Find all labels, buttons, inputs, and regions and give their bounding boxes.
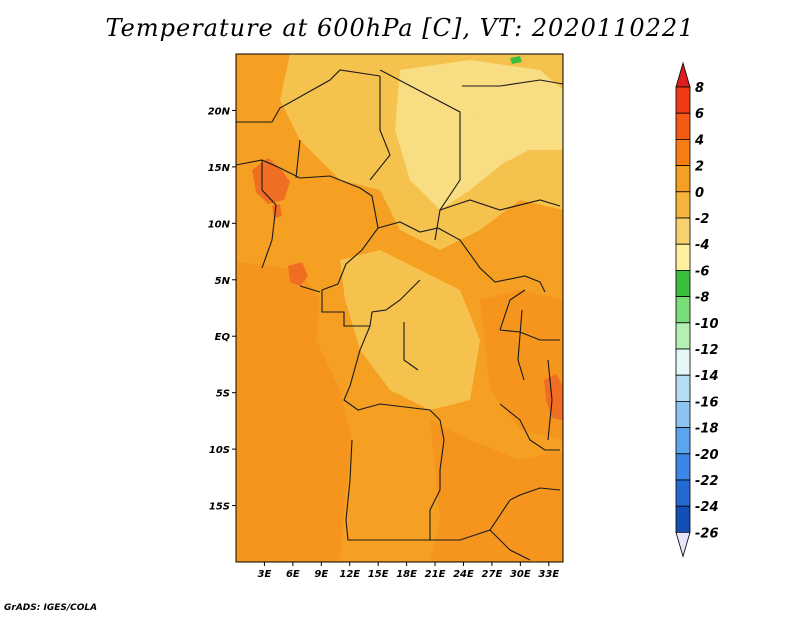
warm-region-west [236, 262, 352, 562]
x-tick-label: 24E [453, 569, 474, 580]
country-borders [236, 69, 563, 561]
colorbar: 8 6 4 2 0 -2 -4 -6 -8 -10 -12 -14 -16 -18 -20 -22 -24 -26 [675, 61, 719, 558]
hot-patch-coast [288, 262, 308, 286]
chart-title: Temperature at 600hPa [C], VT: 202011022… [105, 14, 695, 42]
x-axis: 3E 6E 9E 12E 15E 18E 21E 24E 27E 30E 33E [258, 562, 559, 580]
colorbar-label: 2 [695, 160, 704, 175]
colorbar-swatch [675, 427, 691, 455]
green-patch [510, 56, 522, 64]
x-tick-label: 18E [396, 569, 417, 580]
x-tick-label: 6E [286, 569, 300, 580]
colorbar-swatch [675, 479, 691, 507]
colorbar-swatch [675, 86, 691, 114]
hot-patch-lakes [544, 374, 563, 420]
colorbar-swatch [675, 453, 691, 481]
colorbar-label: 0 [695, 186, 704, 201]
x-tick-label: 33E [538, 569, 559, 580]
colorbar-label: -16 [695, 395, 719, 410]
colorbar-bottom-arrow [675, 532, 691, 558]
colorbar-swatch [675, 374, 691, 402]
y-tick-label: 20N [208, 106, 231, 117]
colorbar-label: 4 [694, 133, 704, 148]
border-lines [236, 69, 563, 561]
colorbar-swatch [675, 165, 691, 193]
colorbar-label: -26 [695, 526, 719, 541]
colorbar-label: 8 [695, 81, 704, 96]
x-tick-label: 30E [510, 569, 531, 580]
colorbar-swatch [675, 348, 691, 376]
colorbar-top-arrow [675, 61, 691, 88]
colorbar-swatch [675, 505, 691, 533]
x-tick-label: 12E [339, 569, 360, 580]
colorbar-swatch [675, 112, 691, 140]
colorbar-label: -24 [695, 500, 719, 515]
y-tick-label: 10S [209, 445, 230, 456]
y-tick-label: 5S [216, 389, 230, 400]
colorbar-swatch [675, 296, 691, 324]
colorbar-label: 6 [695, 107, 704, 122]
colorbar-label: -14 [695, 369, 719, 384]
cool-region-central [340, 250, 480, 410]
colorbar-swatch [675, 400, 691, 428]
colorbar-label: -20 [695, 448, 719, 463]
x-tick-label: 9E [314, 569, 328, 580]
colorbar-label: -4 [695, 238, 709, 253]
temperature-field [236, 54, 563, 562]
y-axis: 20N 15N 10N 5N EQ 5S 10S 15S [208, 106, 236, 513]
colorbar-swatch [675, 322, 691, 350]
x-tick-label: 21E [425, 569, 446, 580]
colorbar-label: -10 [695, 317, 719, 332]
colorbar-swatch [675, 138, 691, 166]
colorbar-swatch [675, 243, 691, 271]
y-tick-label: 10N [208, 219, 231, 230]
colorbar-label: -6 [695, 264, 709, 279]
colorbar-label: -18 [695, 422, 719, 437]
colorbar-swatch [675, 269, 691, 297]
colorbar-label: -8 [695, 291, 709, 306]
colorbar-label: -22 [695, 474, 719, 489]
colorbar-swatch [675, 217, 691, 245]
y-tick-label: 15S [209, 502, 230, 513]
warm-region-southeast [430, 420, 563, 562]
colorbar-label: -12 [695, 343, 719, 358]
x-tick-label: 15E [368, 569, 389, 580]
pale-region-east [470, 100, 560, 170]
x-tick-label: 27E [482, 569, 503, 580]
credit-text: GrADS: IGES/COLA [4, 603, 98, 613]
colorbar-label: -2 [695, 212, 709, 227]
y-tick-label: 5N [215, 276, 231, 287]
colorbar-swatch [675, 191, 691, 219]
x-tick-label: 3E [258, 569, 272, 580]
y-tick-label: EQ [215, 332, 231, 343]
map-frame [235, 53, 564, 563]
y-tick-label: 15N [208, 163, 231, 174]
